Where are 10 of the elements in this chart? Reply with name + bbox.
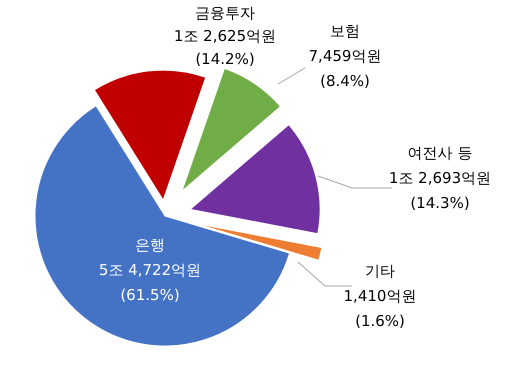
- slice-label: 은행: [135, 236, 165, 254]
- slice-label: 보험: [330, 22, 360, 40]
- data-label: 1,410억원 (1.6%): [344, 287, 416, 330]
- slice-label: 금융투자: [195, 4, 255, 22]
- data-label: 5조 4,722억원 (61.5%): [98, 261, 202, 304]
- data-label: 1조 2,693억원 (14.3%): [388, 169, 492, 212]
- data-label: 1조 2,625억원 (14.2%): [174, 27, 276, 68]
- slice-label: 기타: [365, 262, 395, 280]
- data-label: 7,459억원 (8.4%): [308, 47, 382, 90]
- slice-label: 여전사 등: [408, 144, 472, 162]
